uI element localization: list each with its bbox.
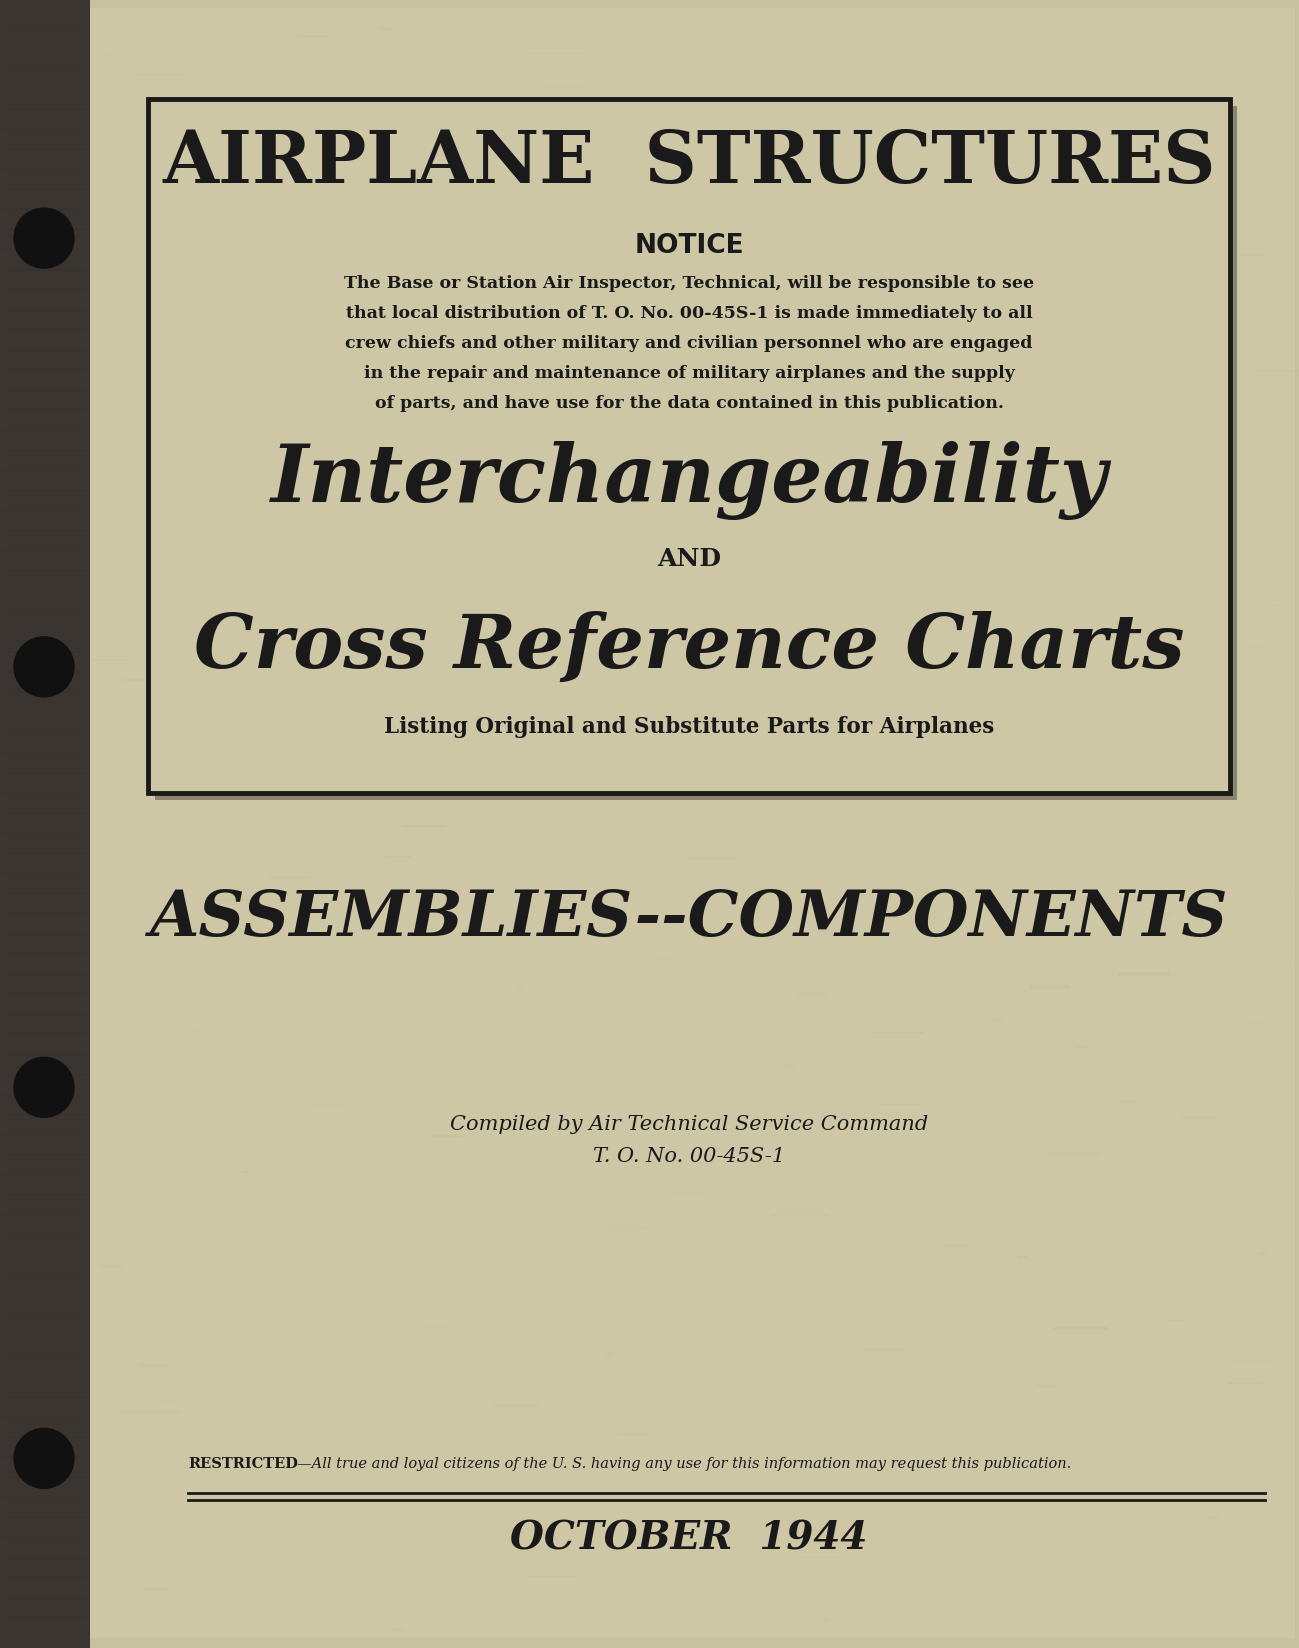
Circle shape bbox=[14, 638, 74, 697]
FancyBboxPatch shape bbox=[155, 107, 1237, 801]
Text: of parts, and have use for the data contained in this publication.: of parts, and have use for the data cont… bbox=[374, 396, 1003, 412]
Text: crew chiefs and other military and civilian personnel who are engaged: crew chiefs and other military and civil… bbox=[346, 335, 1033, 353]
Text: Compiled by Air Technical Service Command: Compiled by Air Technical Service Comman… bbox=[449, 1114, 927, 1132]
Text: NOTICE: NOTICE bbox=[634, 232, 744, 259]
Text: ASSEMBLIES--COMPONENTS: ASSEMBLIES--COMPONENTS bbox=[149, 888, 1229, 949]
Circle shape bbox=[14, 209, 74, 269]
FancyBboxPatch shape bbox=[84, 8, 1295, 1638]
Text: AIRPLANE  STRUCTURES: AIRPLANE STRUCTURES bbox=[162, 127, 1216, 198]
Text: Cross Reference Charts: Cross Reference Charts bbox=[194, 610, 1185, 682]
Text: AND: AND bbox=[657, 547, 721, 570]
Circle shape bbox=[14, 1058, 74, 1117]
Text: RESTRICTED: RESTRICTED bbox=[188, 1457, 297, 1470]
Text: The Base or Station Air Inspector, Technical, will be responsible to see: The Base or Station Air Inspector, Techn… bbox=[344, 275, 1034, 292]
Text: in the repair and maintenance of military airplanes and the supply: in the repair and maintenance of militar… bbox=[364, 366, 1015, 382]
FancyBboxPatch shape bbox=[0, 0, 90, 1648]
Text: that local distribution of T. O. No. 00-45S-1 is made immediately to all: that local distribution of T. O. No. 00-… bbox=[346, 305, 1033, 323]
Text: T. O. No. 00-45S-1: T. O. No. 00-45S-1 bbox=[592, 1147, 785, 1165]
Text: Listing Original and Substitute Parts for Airplanes: Listing Original and Substitute Parts fo… bbox=[385, 715, 994, 738]
Text: Interchangeability: Interchangeability bbox=[270, 442, 1107, 521]
Text: OCTOBER  1944: OCTOBER 1944 bbox=[511, 1519, 868, 1557]
Text: —All true and loyal citizens of the U. S. having any use for this information ma: —All true and loyal citizens of the U. S… bbox=[297, 1457, 1072, 1470]
FancyBboxPatch shape bbox=[148, 101, 1230, 794]
Circle shape bbox=[14, 1429, 74, 1488]
